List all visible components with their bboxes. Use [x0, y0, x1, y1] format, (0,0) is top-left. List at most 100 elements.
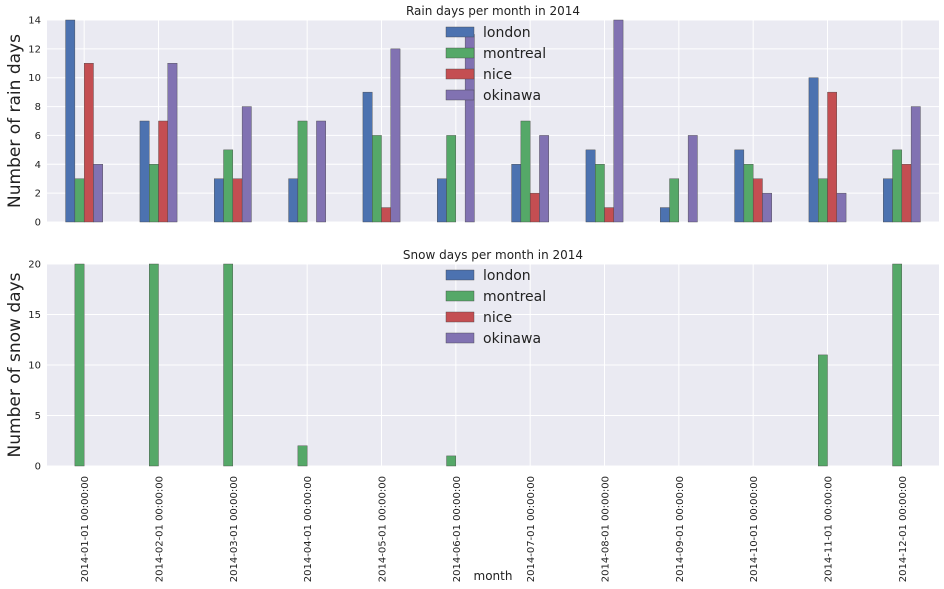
- x-tick-label: 2014-02-01 00:00:00: [155, 476, 166, 582]
- bar-okinawa-12: [910, 106, 921, 223]
- y-tick-label: 10: [28, 73, 41, 84]
- bar-montreal-2: [149, 263, 159, 467]
- legend-label-nice: nice: [483, 310, 512, 326]
- bar-london-10: [734, 149, 745, 223]
- chart-panel-2: 0 5 10 15 20 Snow days per month in 2014 Numbe…: [5, 248, 939, 583]
- x-tick-label: 2014-12-01 00:00:00: [898, 476, 909, 582]
- bar-london-7: [511, 164, 522, 223]
- y-tick-label: 0: [35, 462, 41, 473]
- bar-nice-2: [158, 120, 168, 223]
- bar-montreal-5: [372, 135, 382, 223]
- legend-swatch-london: [445, 269, 475, 281]
- legend-label-nice: nice: [483, 67, 512, 83]
- bar-nice-10: [752, 178, 763, 223]
- bar-nice-12: [901, 164, 912, 223]
- x-tick-label: 2014-06-01 00:00:00: [452, 476, 463, 582]
- y-tick-label: 20: [28, 260, 41, 271]
- bar-montreal-7: [520, 120, 531, 223]
- x-tick-label: 2014-09-01 00:00:00: [675, 476, 686, 582]
- x-tick-label: 2014-10-01 00:00:00: [749, 476, 760, 582]
- legend-label-london: london: [483, 25, 531, 41]
- bar-montreal-6: [446, 455, 457, 467]
- bar-okinawa-2: [167, 63, 178, 223]
- legend-swatch-montreal: [445, 47, 475, 59]
- bar-montreal-2: [149, 164, 159, 223]
- legend-label-montreal: montreal: [483, 289, 546, 305]
- y-axis-label: Number of rain days: [5, 34, 25, 208]
- bar-montreal-9: [669, 178, 680, 223]
- legend-swatch-okinawa: [445, 89, 475, 101]
- legend-swatch-nice: [445, 68, 475, 80]
- legend-swatch-london: [445, 26, 475, 38]
- bar-okinawa-1: [93, 164, 103, 223]
- bar-okinawa-10: [762, 192, 772, 223]
- bar-okinawa-11: [836, 192, 847, 223]
- bar-nice-1: [83, 63, 94, 223]
- y-tick-label: 2: [35, 189, 41, 200]
- bar-london-8: [585, 149, 596, 223]
- legend-label-okinawa: okinawa: [483, 331, 541, 347]
- bar-montreal-3: [223, 263, 234, 467]
- bar-nice-11: [827, 91, 837, 223]
- bar-montreal-8: [595, 164, 605, 223]
- y-tick-label: 15: [28, 310, 41, 321]
- bar-montreal-12: [892, 263, 903, 467]
- bar-nice-5: [381, 207, 391, 223]
- x-tick-label: 2014-04-01 00:00:00: [303, 476, 314, 582]
- y-tick-label: 14: [28, 16, 41, 27]
- bar-okinawa-3: [241, 106, 252, 223]
- y-tick-label: 4: [35, 160, 41, 171]
- bar-montreal-6: [446, 135, 457, 223]
- bar-montreal-10: [743, 164, 754, 223]
- x-tick-label: 2014-05-01 00:00:00: [378, 476, 389, 582]
- bar-montreal-3: [223, 149, 234, 223]
- bar-london-4: [288, 178, 299, 223]
- legend-swatch-montreal: [445, 290, 475, 302]
- y-tick-label: 10: [28, 361, 41, 372]
- bar-montreal-4: [297, 445, 308, 467]
- chart-panel-1: 0 2 4 6 8 10 12 14 Rain days per month in 2014 Nu…: [5, 4, 939, 229]
- bar-nice-8: [604, 207, 614, 223]
- bar-okinawa-4: [316, 120, 326, 223]
- y-tick-label: 5: [35, 411, 41, 422]
- bar-okinawa-9: [687, 135, 698, 223]
- x-axis-label: month: [474, 569, 513, 583]
- chart-title: Snow days per month in 2014: [403, 248, 583, 262]
- bar-okinawa-8: [613, 19, 624, 223]
- bar-okinawa-7: [539, 135, 549, 223]
- legend-swatch-okinawa: [445, 332, 475, 344]
- bar-nice-7: [529, 192, 540, 223]
- legend-swatch-nice: [445, 311, 475, 323]
- y-tick-label: 6: [35, 131, 41, 142]
- plot-area: [47, 20, 939, 222]
- bar-london-5: [362, 91, 373, 223]
- bar-montreal-11: [818, 354, 828, 467]
- legend: london montreal nice okinawa: [445, 268, 546, 347]
- x-tick-label: 2014-07-01 00:00:00: [526, 476, 537, 582]
- y-tick-label: 8: [35, 102, 41, 113]
- legend-label-montreal: montreal: [483, 46, 546, 62]
- y-tick-label: 12: [28, 44, 41, 55]
- bar-nice-3: [232, 178, 243, 223]
- bar-london-9: [660, 207, 670, 223]
- bar-montreal-12: [892, 149, 903, 223]
- x-tick-label: 2014-08-01 00:00:00: [601, 476, 612, 582]
- bar-london-11: [808, 77, 819, 223]
- bar-montreal-1: [74, 178, 85, 223]
- bar-london-1: [65, 19, 76, 223]
- legend-label-okinawa: okinawa: [483, 88, 541, 104]
- bar-okinawa-6: [464, 34, 475, 223]
- bar-okinawa-5: [390, 48, 401, 223]
- legend: london montreal nice okinawa: [445, 25, 546, 104]
- x-tick-label: 2014-01-01 00:00:00: [80, 476, 91, 582]
- bar-montreal-11: [818, 178, 828, 223]
- bar-london-2: [139, 120, 150, 223]
- bar-montreal-4: [297, 120, 308, 223]
- y-axis-label: Number of snow days: [5, 272, 25, 457]
- bar-london-6: [437, 178, 447, 223]
- bar-london-3: [214, 178, 224, 223]
- x-tick-label: 2014-03-01 00:00:00: [229, 476, 240, 582]
- x-tick-label: 2014-11-01 00:00:00: [824, 476, 835, 582]
- bar-london-12: [883, 178, 893, 223]
